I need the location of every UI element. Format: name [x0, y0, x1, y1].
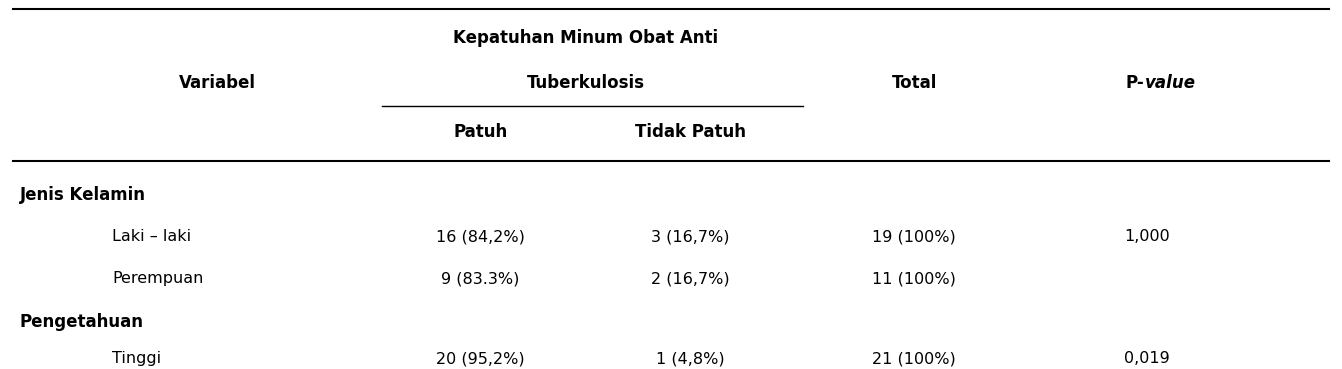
Text: 1 (4,8%): 1 (4,8%) [656, 351, 725, 366]
Text: Laki – laki: Laki – laki [111, 230, 191, 244]
Text: 19 (100%): 19 (100%) [872, 230, 957, 244]
Text: 21 (100%): 21 (100%) [872, 351, 957, 366]
Text: Jenis Kelamin: Jenis Kelamin [20, 186, 146, 204]
Text: 20 (95,2%): 20 (95,2%) [436, 351, 525, 366]
Text: Variabel: Variabel [178, 74, 256, 92]
Text: 9 (83.3%): 9 (83.3%) [442, 271, 519, 286]
Text: 1,000: 1,000 [1125, 230, 1170, 244]
Text: Tuberkulosis: Tuberkulosis [526, 74, 644, 92]
Text: 3 (16,7%): 3 (16,7%) [651, 230, 730, 244]
Text: 0,019: 0,019 [1125, 351, 1170, 366]
Text: 16 (84,2%): 16 (84,2%) [436, 230, 525, 244]
Text: P-: P- [1126, 74, 1145, 92]
Text: Tidak Patuh: Tidak Patuh [635, 123, 746, 141]
Text: 2 (16,7%): 2 (16,7%) [651, 271, 730, 286]
Text: 11 (100%): 11 (100%) [872, 271, 957, 286]
Text: Perempuan: Perempuan [111, 271, 204, 286]
Text: Pengetahuan: Pengetahuan [20, 313, 144, 331]
Text: Tinggi: Tinggi [111, 351, 161, 366]
Text: Total: Total [891, 74, 937, 92]
Text: Patuh: Patuh [454, 123, 507, 141]
Text: Kepatuhan Minum Obat Anti: Kepatuhan Minum Obat Anti [454, 29, 718, 47]
Text: value: value [1145, 74, 1196, 92]
